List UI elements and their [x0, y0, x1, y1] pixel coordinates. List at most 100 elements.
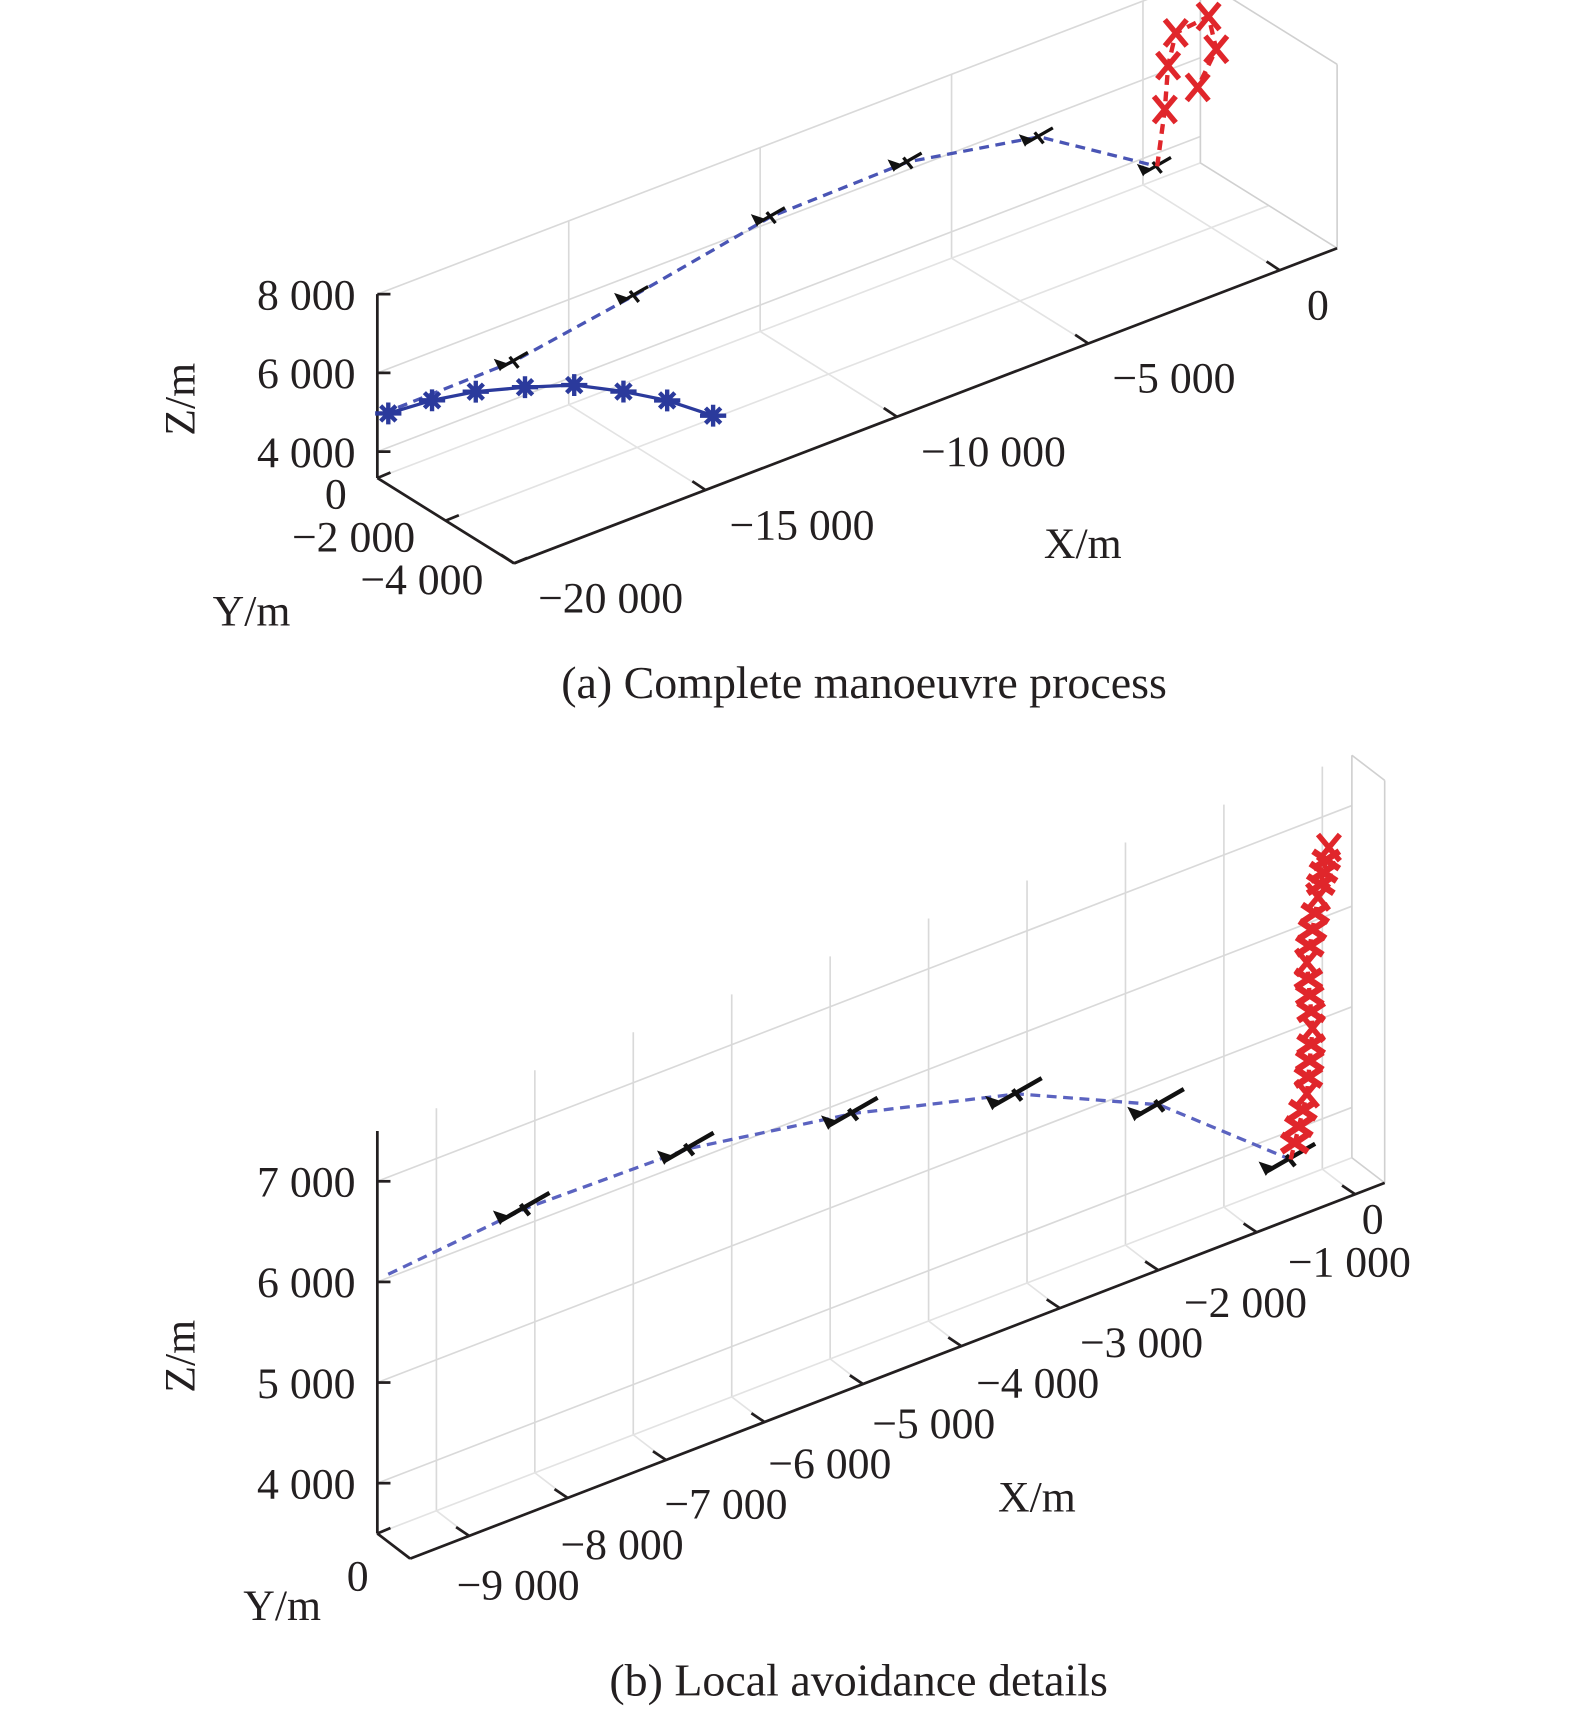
z-tick-label: 7 000 — [257, 1159, 355, 1207]
aircraft-marker-black — [1018, 126, 1054, 147]
grid-line-z — [377, 0, 1148, 295]
aircraft-marker-black — [985, 1076, 1043, 1111]
x-tick-mark — [691, 480, 707, 492]
missile-marker-red — [1283, 1115, 1314, 1139]
y-tick-mark — [513, 556, 528, 565]
missile-marker-red — [1203, 34, 1230, 65]
x-tick-label: −4 000 — [976, 1360, 1099, 1408]
x-tick-mark — [500, 553, 515, 565]
x-tick-label: −2 000 — [1184, 1279, 1307, 1327]
aircraft-marker-blue — [418, 389, 446, 412]
x-tick-mark — [882, 406, 898, 418]
x-tick-mark — [947, 1336, 963, 1348]
x-tick-label: −7 000 — [664, 1481, 787, 1529]
missile-marker-red — [1155, 50, 1182, 81]
x-tick-mark — [750, 1412, 766, 1424]
x-tick-label: 0 — [1362, 1196, 1384, 1244]
x-tick-label: −1 000 — [1288, 1238, 1411, 1286]
z-tick-label: 8 000 — [257, 271, 355, 319]
trajectory-line — [382, 135, 1158, 416]
x-tick-mark — [1144, 1260, 1160, 1272]
x-tick-mark — [1341, 1184, 1356, 1196]
aircraft-marker-black — [656, 1130, 715, 1165]
x-tick-mark — [652, 1450, 667, 1462]
aircraft-marker-black — [614, 285, 649, 306]
y-tick-mark — [376, 1526, 391, 1535]
y-tick-label: −2 000 — [292, 513, 415, 561]
grid-line-z — [377, 804, 1353, 1183]
x-tick-label: −6 000 — [768, 1440, 891, 1488]
box-edge — [1351, 1157, 1386, 1184]
y-tick-label: −4 000 — [360, 556, 483, 604]
x-tick-mark — [553, 1488, 569, 1500]
aircraft-marker-blue — [561, 374, 588, 396]
x-tick-mark — [849, 1374, 864, 1386]
x-tick-label: −3 000 — [1080, 1319, 1203, 1367]
y-tick-mark — [445, 513, 460, 522]
aircraft-marker-blue — [462, 380, 489, 403]
x-tick-label: −10 000 — [921, 428, 1066, 476]
aircraft-marker-blue — [699, 404, 727, 427]
panel-b-local-avoidance: −9 000−8 000−7 000−6 000−5 000−4 000−3 0… — [157, 754, 1411, 1705]
missile-marker-red — [1162, 17, 1189, 48]
missile-marker-red — [1311, 848, 1342, 872]
grid-line-z — [377, 57, 1201, 374]
x-tick-mark — [1242, 1222, 1258, 1234]
missile-marker-red — [1296, 1033, 1327, 1057]
aircraft-marker-blue — [654, 389, 681, 412]
x-tick-label: −8 000 — [560, 1521, 683, 1569]
x-tick-label: 0 — [1307, 281, 1329, 329]
x-tick-label: −15 000 — [730, 501, 875, 549]
z-tick-label: 5 000 — [257, 1360, 355, 1408]
y-tick-label: 0 — [325, 471, 347, 519]
x-tick-label: −9 000 — [457, 1561, 580, 1609]
z-tick-label: 6 000 — [257, 350, 355, 398]
x-tick-mark — [1265, 260, 1281, 272]
x-axis-line — [513, 246, 1338, 565]
x-axis-label: X/m — [998, 1474, 1076, 1522]
aircraft-marker-blue — [511, 376, 539, 399]
y-axis-line — [376, 1532, 411, 1560]
y-tick-label: 0 — [347, 1552, 369, 1600]
aircraft-marker-black — [887, 151, 923, 172]
x-tick-mark — [1045, 1298, 1061, 1310]
y-axis-label: Y/m — [213, 588, 291, 636]
missile-marker-red — [1151, 94, 1178, 125]
grid-line-z — [377, 1006, 1353, 1384]
grid-line-y — [445, 204, 1270, 522]
z-tick-label: 4 000 — [257, 429, 355, 477]
box-edge — [1199, 162, 1338, 249]
missile-marker-red — [1300, 901, 1331, 925]
grid-line-z — [377, 135, 1201, 453]
missile-marker-red — [1195, 1, 1222, 32]
x-tick-label: −5 000 — [1112, 355, 1235, 403]
y-tick-mark — [376, 471, 391, 480]
x-tick-label: −5 000 — [872, 1400, 995, 1448]
aircraft-marker-blue — [610, 380, 637, 403]
missile-marker-red — [1184, 72, 1211, 103]
panel-caption: (a) Complete manoeuvre process — [561, 657, 1167, 708]
x-axis-line — [409, 1181, 1386, 1560]
grid-line-y — [377, 1156, 1353, 1535]
z-tick-label: 6 000 — [257, 1259, 355, 1307]
aircraft-marker-black — [820, 1095, 879, 1130]
aircraft-marker-blue — [375, 402, 402, 425]
missile-marker-red — [1279, 1131, 1310, 1155]
aircraft-marker-black — [1127, 1087, 1185, 1122]
missile-marker-red — [1287, 1098, 1318, 1122]
x-axis-label: X/m — [1044, 520, 1122, 568]
z-tick-label: 4 000 — [257, 1460, 355, 1508]
x-tick-label: −20 000 — [538, 575, 683, 623]
z-axis-label: Z/m — [157, 1320, 205, 1393]
aircraft-marker-black — [492, 1190, 551, 1225]
y-axis-label: Y/m — [243, 1582, 321, 1630]
missile-marker-red — [1293, 967, 1324, 991]
aircraft-marker-black — [493, 350, 529, 372]
x-tick-mark — [455, 1525, 470, 1538]
box-edge — [1232, 0, 1338, 66]
grid-line-y — [377, 162, 1201, 479]
z-axis-label: Z/m — [157, 363, 205, 436]
